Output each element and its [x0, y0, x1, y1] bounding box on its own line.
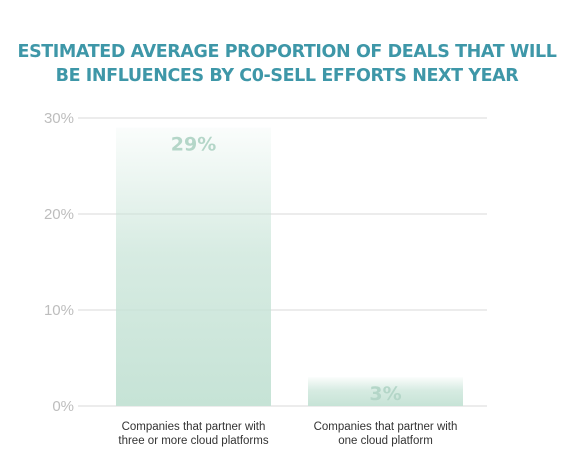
chart-title-line-1: ESTIMATED AVERAGE PROPORTION OF DEALS TH… — [17, 42, 557, 62]
data-label-0: 29% — [171, 134, 216, 156]
y-tick-label-30: 30% — [44, 110, 74, 127]
category-label-1-line-0: Companies that partner with — [314, 421, 458, 433]
data-labels: 29% 3% — [171, 134, 402, 406]
y-tick-label-0: 0% — [52, 398, 74, 415]
y-tick-label-20: 20% — [44, 206, 74, 223]
bars — [116, 127, 463, 406]
chart-title: ESTIMATED AVERAGE PROPORTION OF DEALS TH… — [0, 40, 574, 88]
category-label-0-line-1: three or more cloud platforms — [118, 435, 268, 447]
bar-1 — [308, 377, 463, 406]
y-tick-label-10: 10% — [44, 302, 74, 319]
data-label-1: 3% — [369, 383, 401, 405]
category-label-1-line-1: one cloud platform — [338, 435, 433, 447]
category-labels: Companies that partner with three or more… — [118, 421, 457, 447]
bar-0 — [116, 127, 271, 406]
y-axis-ticks: 0% 10% 20% 30% — [44, 110, 74, 415]
chart-title-line-2: BE INFLUENCES BY C0-SELL EFFORTS NEXT YE… — [55, 66, 519, 86]
category-label-0-line-0: Companies that partner with — [122, 421, 266, 433]
